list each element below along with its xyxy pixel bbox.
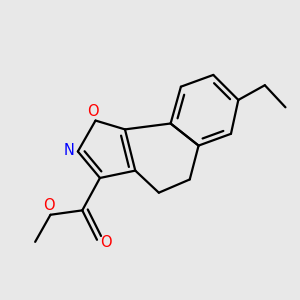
Text: O: O: [87, 103, 98, 118]
Text: O: O: [43, 198, 55, 213]
Text: O: O: [100, 235, 112, 250]
Text: N: N: [64, 143, 74, 158]
